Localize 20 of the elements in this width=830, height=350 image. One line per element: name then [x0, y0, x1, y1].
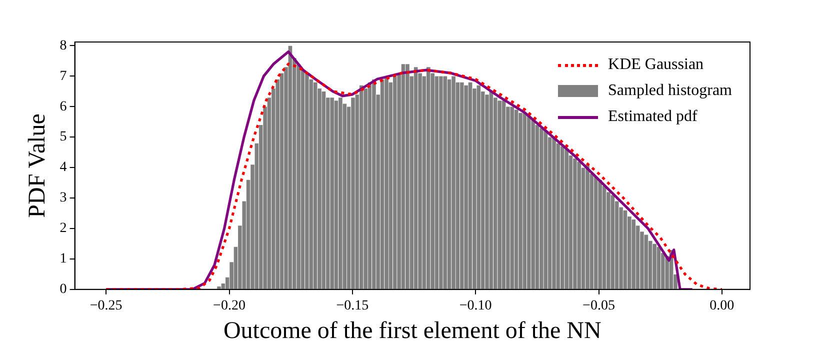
- x-axis-title: Outcome of the first element of the NN: [223, 318, 602, 344]
- legend-label: KDE Gaussian: [608, 56, 704, 73]
- x-tick-label: −0.15: [336, 298, 369, 314]
- y-tick-label: 6: [60, 99, 67, 114]
- x-tick-label: −0.10: [459, 298, 492, 314]
- legend-label: Estimated pdf: [608, 108, 698, 125]
- y-tick-label: 0: [60, 282, 67, 298]
- y-tick-label: 7: [60, 68, 67, 84]
- y-tick-label: 1: [60, 252, 67, 267]
- x-tick-label: 0.00: [710, 298, 734, 314]
- y-tick-label: 2: [60, 221, 67, 236]
- x-tick-label: −0.25: [90, 298, 122, 314]
- y-tick-label: 4: [60, 160, 67, 176]
- y-axis-title: PDF Value: [24, 114, 51, 218]
- x-tick-label: −0.05: [582, 298, 615, 314]
- legend-label: Sampled histogram: [608, 82, 732, 99]
- x-tick-label: −0.20: [213, 298, 246, 314]
- y-tick-label: 8: [60, 38, 67, 54]
- y-tick-label: 3: [60, 190, 67, 206]
- y-tick-label: 5: [60, 130, 67, 145]
